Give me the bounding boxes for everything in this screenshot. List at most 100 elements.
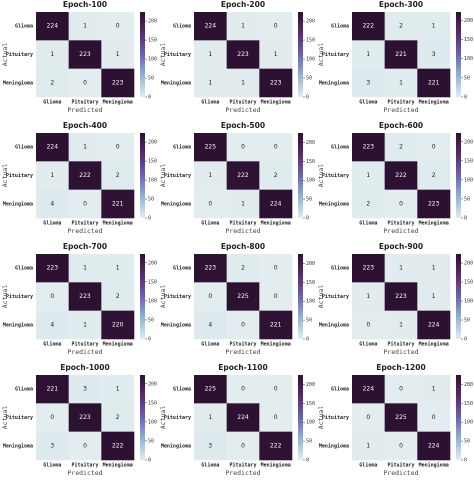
colorbar-tick-label: 150 xyxy=(148,159,157,165)
cell-label: 223 xyxy=(112,79,124,86)
heatmap-cell xyxy=(194,40,227,69)
cell-label: 1 xyxy=(432,293,436,300)
x-tick-label: Glioma xyxy=(201,342,219,348)
cell-label: 1 xyxy=(399,321,403,328)
heatmap-cell xyxy=(101,310,135,340)
cell-label: 224 xyxy=(237,414,249,421)
cell-label: 0 xyxy=(432,144,436,151)
cell-label: 4 xyxy=(50,200,54,207)
x-tick-label: Pituitary xyxy=(229,221,256,227)
heatmap-cell xyxy=(101,12,135,41)
cell-label: 0 xyxy=(274,386,278,393)
cell-label: 1 xyxy=(366,293,370,300)
x-axis-label: Predicted xyxy=(225,469,260,477)
heatmap-cell xyxy=(352,12,385,41)
y-tick-label: Glioma xyxy=(15,24,33,30)
heatmap-cell xyxy=(194,403,227,432)
colorbar-tick-label: 50 xyxy=(306,439,312,445)
cell-label: 222 xyxy=(363,23,375,30)
cell-label: 223 xyxy=(270,79,282,86)
heatmap-cell xyxy=(101,161,135,190)
cell-label: 0 xyxy=(274,265,278,272)
chart-title: Epoch-800 xyxy=(221,242,265,251)
x-tick-label: Glioma xyxy=(359,342,377,348)
cell-label: 222 xyxy=(270,442,282,449)
cell-label: 1 xyxy=(432,265,436,272)
colorbar-tick-label: 0 xyxy=(148,216,151,222)
heatmap-cell xyxy=(68,403,102,432)
chart-title: Epoch-300 xyxy=(379,0,423,9)
colorbar xyxy=(456,12,461,97)
cell-label: 1 xyxy=(274,51,278,58)
x-tick-label: Meningioma xyxy=(103,100,133,106)
cell-label: 3 xyxy=(208,442,212,449)
y-tick-label: Pituitary xyxy=(6,415,33,421)
cell-label: 222 xyxy=(237,172,249,179)
y-tick-label: Meningioma xyxy=(3,322,33,328)
colorbar xyxy=(298,12,303,97)
y-axis-label: Actual xyxy=(317,43,325,67)
chart-title: Epoch-900 xyxy=(379,242,423,251)
heatmap-cell xyxy=(384,40,418,69)
colorbar xyxy=(456,375,461,460)
heatmap-panel: Epoch-1000 221 3 1 0 223 2 3 0 222 Glioma Pituitary… xyxy=(1,363,157,477)
heatmap-cell xyxy=(194,375,227,404)
cell-label: 0 xyxy=(399,442,403,449)
cell-label: 1 xyxy=(83,23,87,30)
cell-label: 0 xyxy=(50,414,54,421)
y-tick-label: Glioma xyxy=(173,266,191,272)
x-tick-label: Pituitary xyxy=(387,221,414,227)
y-tick-label: Meningioma xyxy=(161,322,191,328)
cell-label: 0 xyxy=(366,321,370,328)
y-tick-label: Meningioma xyxy=(3,80,33,86)
y-axis-label: Actual xyxy=(1,164,9,188)
cell-label: 224 xyxy=(47,23,59,30)
cell-label: 221 xyxy=(270,321,282,328)
heatmap-cell xyxy=(194,133,227,162)
colorbar-tick-label: 200 xyxy=(148,381,157,387)
cell-label: 0 xyxy=(50,293,54,300)
cell-label: 220 xyxy=(112,321,124,328)
y-tick-label: Glioma xyxy=(331,24,349,30)
x-tick-label: Pituitary xyxy=(71,100,98,106)
x-tick-label: Glioma xyxy=(359,221,377,227)
heatmap-cell xyxy=(352,375,385,404)
cell-label: 0 xyxy=(274,293,278,300)
heatmap-cell xyxy=(352,403,385,432)
y-tick-label: Pituitary xyxy=(6,294,33,300)
heatmap-cell xyxy=(417,68,451,98)
colorbar-tick-label: 100 xyxy=(148,57,157,63)
y-tick-label: Pituitary xyxy=(322,173,349,179)
cell-label: 0 xyxy=(399,200,403,207)
x-tick-label: Glioma xyxy=(43,342,61,348)
cell-label: 1 xyxy=(366,51,370,58)
heatmap-cell xyxy=(259,282,293,311)
cell-label: 224 xyxy=(363,386,375,393)
cell-label: 0 xyxy=(274,414,278,421)
heatmap-cell xyxy=(384,189,418,219)
x-tick-label: Glioma xyxy=(43,100,61,106)
heatmap-cell xyxy=(259,40,293,69)
colorbar xyxy=(140,375,145,460)
cell-label: 0 xyxy=(83,442,87,449)
heatmap-cell xyxy=(194,282,227,311)
heatmap-cell xyxy=(417,403,451,432)
heatmap-cell xyxy=(259,189,293,219)
heatmap-cell xyxy=(68,282,102,311)
colorbar-tick-label: 100 xyxy=(306,299,315,305)
cell-label: 224 xyxy=(47,144,59,151)
colorbar-tick-label: 50 xyxy=(148,76,154,82)
cell-label: 224 xyxy=(428,442,440,449)
cell-label: 223 xyxy=(363,265,375,272)
heatmap-cell xyxy=(226,189,260,219)
x-tick-label: Pituitary xyxy=(229,342,256,348)
cell-label: 225 xyxy=(205,144,217,151)
cell-label: 4 xyxy=(208,321,212,328)
x-tick-label: Pituitary xyxy=(387,100,414,106)
heatmap-cell xyxy=(259,254,293,283)
heatmap-cell xyxy=(384,310,418,340)
y-tick-label: Glioma xyxy=(331,387,349,393)
heatmap-cell xyxy=(352,431,385,461)
